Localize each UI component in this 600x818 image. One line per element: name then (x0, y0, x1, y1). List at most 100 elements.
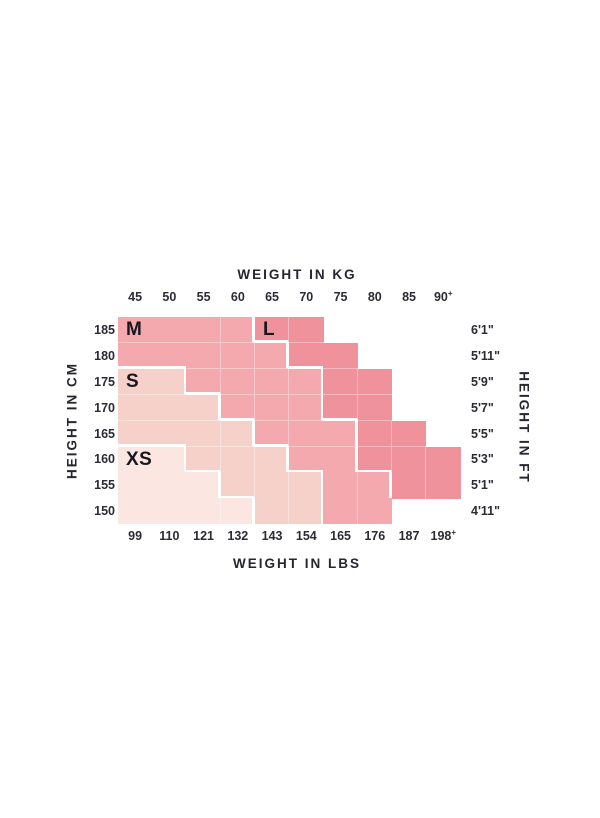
lbs-tick: 187 (398, 529, 420, 543)
size-cell (152, 472, 187, 499)
lbs-tick: 143 (261, 529, 283, 543)
size-cell (254, 498, 290, 525)
lbs-tick: 110 (159, 529, 180, 543)
cm-tick: 180 (94, 348, 115, 363)
cm-tick: 155 (94, 478, 115, 493)
size-cell (426, 446, 461, 473)
size-label-s: S (126, 370, 140, 392)
axis-title-height-cm: HEIGHT IN CM (64, 362, 80, 479)
lbs-tick: 154 (295, 529, 317, 543)
size-cell (357, 368, 393, 395)
size-cell (152, 317, 187, 344)
cm-tick: 150 (94, 504, 115, 519)
size-cell (118, 472, 153, 499)
size-cell (391, 446, 427, 473)
size-cell (289, 317, 324, 344)
size-cell (118, 368, 153, 395)
size-cell (289, 368, 324, 395)
size-cell (289, 394, 324, 421)
kg-tick: 75 (333, 290, 348, 304)
size-cell (220, 498, 256, 525)
size-cell (254, 368, 290, 395)
size-cell (186, 446, 221, 473)
cm-tick: 170 (94, 400, 115, 415)
kg-tick: 45 (128, 290, 143, 304)
kg-tick: 50 (162, 290, 177, 304)
cm-tick: 160 (94, 452, 115, 467)
size-cell (220, 368, 256, 395)
size-cell (220, 317, 256, 344)
size-cell (186, 420, 221, 447)
axis-title-weight-kg: WEIGHT IN KG (237, 267, 357, 282)
size-cell (357, 394, 393, 421)
size-cell (220, 342, 256, 370)
size-cell (357, 498, 393, 525)
size-cell (323, 472, 358, 499)
kg-tick: 65 (265, 290, 280, 304)
size-cell (220, 446, 256, 473)
size-cell (152, 394, 187, 421)
cm-tick: 165 (94, 426, 115, 441)
ft-tick: 5'1" (471, 478, 494, 493)
size-cell (152, 498, 187, 525)
size-cell (289, 472, 324, 499)
size-label-l: L (262, 319, 276, 340)
size-cell (220, 394, 256, 421)
ft-tick: 4'11" (471, 504, 501, 519)
size-cell (357, 446, 393, 473)
size-cell (254, 342, 290, 370)
ft-tick: 5'3" (471, 452, 494, 467)
size-cell (186, 368, 221, 395)
size-cell (118, 446, 153, 473)
size-cell (254, 472, 290, 499)
lbs-tick: 176 (364, 529, 386, 543)
size-cell (289, 342, 324, 370)
axis-title-weight-lbs: WEIGHT IN LBS (233, 556, 361, 571)
lbs-tick: 132 (227, 529, 249, 543)
size-cell (152, 368, 187, 395)
size-cell (254, 420, 290, 447)
size-cell (186, 342, 221, 370)
ft-tick: 6'1" (471, 322, 494, 337)
ft-tick: 5'11" (471, 348, 501, 363)
size-cell (118, 342, 153, 370)
lbs-tick: 165 (330, 529, 351, 543)
lbs-tick: 198+ (430, 527, 457, 543)
size-cell (323, 498, 358, 525)
kg-tick: 80 (367, 290, 382, 304)
size-cell (289, 498, 324, 525)
size-cell (357, 472, 393, 499)
kg-tick: 60 (230, 290, 245, 304)
size-cell (323, 368, 358, 395)
size-label-m: M (126, 319, 143, 340)
size-cell (254, 394, 290, 421)
size-cell (220, 420, 256, 447)
ft-tick: 5'7" (471, 400, 494, 415)
size-cell (323, 420, 358, 447)
size-cell (289, 446, 324, 473)
size-cell (323, 446, 358, 473)
size-cell (118, 317, 153, 344)
ft-tick: 5'9" (471, 374, 494, 389)
size-cell (323, 394, 358, 421)
size-cell (186, 498, 221, 525)
size-cell (391, 420, 427, 447)
lbs-tick: 121 (193, 529, 215, 543)
size-cell (289, 420, 324, 447)
size-cell (254, 317, 290, 344)
lbs-tick: 99 (128, 529, 143, 543)
size-cell (186, 472, 221, 499)
size-cell (254, 446, 290, 473)
kg-tick: 70 (299, 290, 314, 304)
size-cell (391, 472, 427, 499)
size-cell (357, 420, 393, 447)
size-cell (152, 446, 187, 473)
kg-tick: 90+ (433, 288, 453, 304)
size-cell (186, 394, 221, 421)
size-cell (323, 342, 358, 370)
size-cell (152, 342, 187, 370)
size-cell (186, 317, 221, 344)
size-cell (220, 472, 256, 499)
kg-tick: 55 (196, 290, 211, 304)
